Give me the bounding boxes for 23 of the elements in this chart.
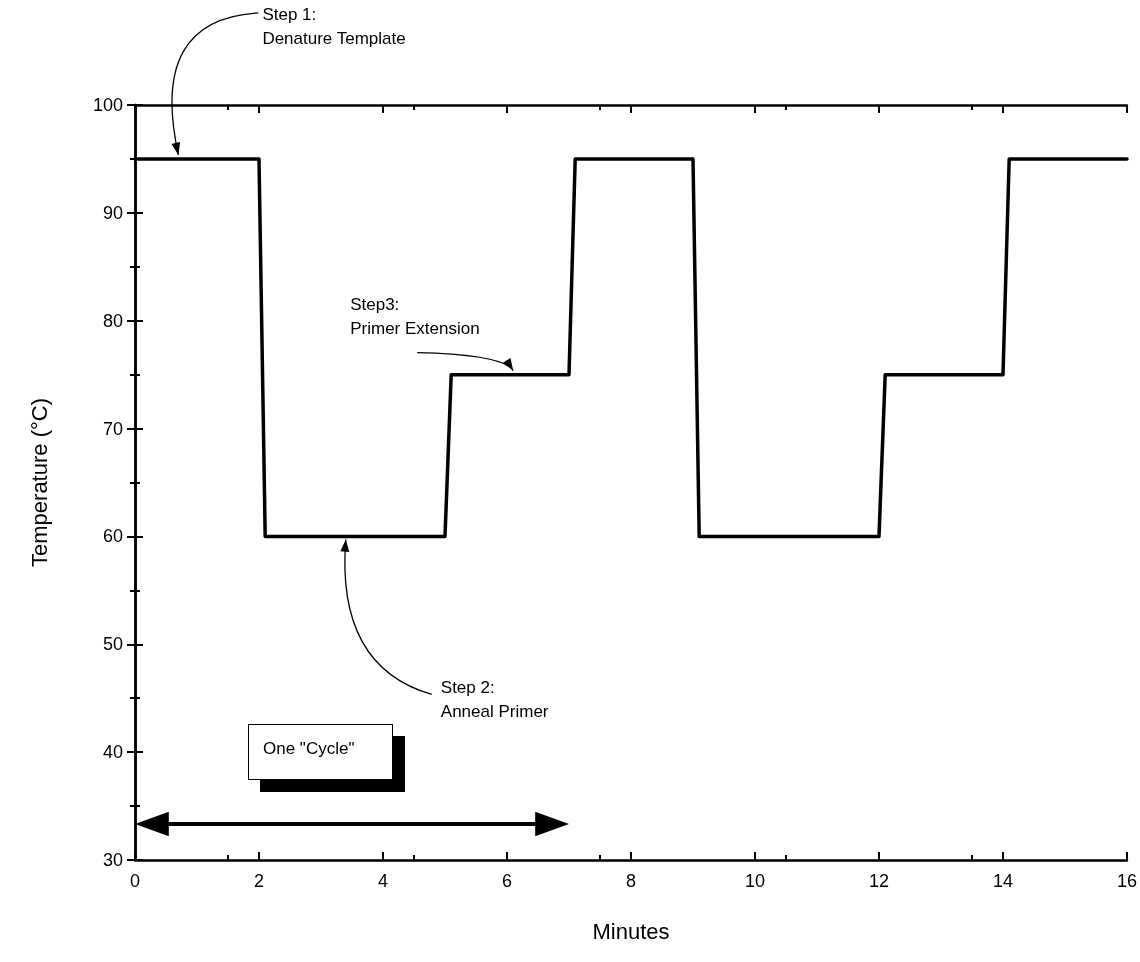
x-tick-label: 10 [744,871,766,891]
x-tick-label: 12 [868,871,890,891]
y-tick-label: 100 [92,95,123,115]
x-tick-label: 14 [992,871,1014,891]
x-tick-label: 8 [625,871,636,891]
annotation: Step3: Primer Extension [350,293,480,340]
x-tick-label: 4 [377,871,389,891]
y-tick-label: 60 [102,526,123,547]
x-tick-label: 2 [253,871,265,891]
y-tick-label: 90 [102,202,123,223]
x-tick-label: 0 [129,871,141,891]
annotation: One "Cycle" [248,724,394,780]
annotation: Step 2: Anneal Primer [440,677,549,724]
y-tick-label: 50 [102,634,123,655]
y-tick-label: 30 [102,850,123,870]
y-tick-label: 40 [102,742,123,763]
x-axis-title: Minutes [592,918,670,944]
x-tick-label: 6 [501,871,512,891]
y-axis-title: Temperature (°C) [26,398,52,567]
x-tick-label: 16 [1116,871,1137,891]
annotation: Step 1: Denature Template [262,3,406,50]
y-tick-label: 80 [102,310,123,331]
y-tick-label: 70 [102,418,123,439]
